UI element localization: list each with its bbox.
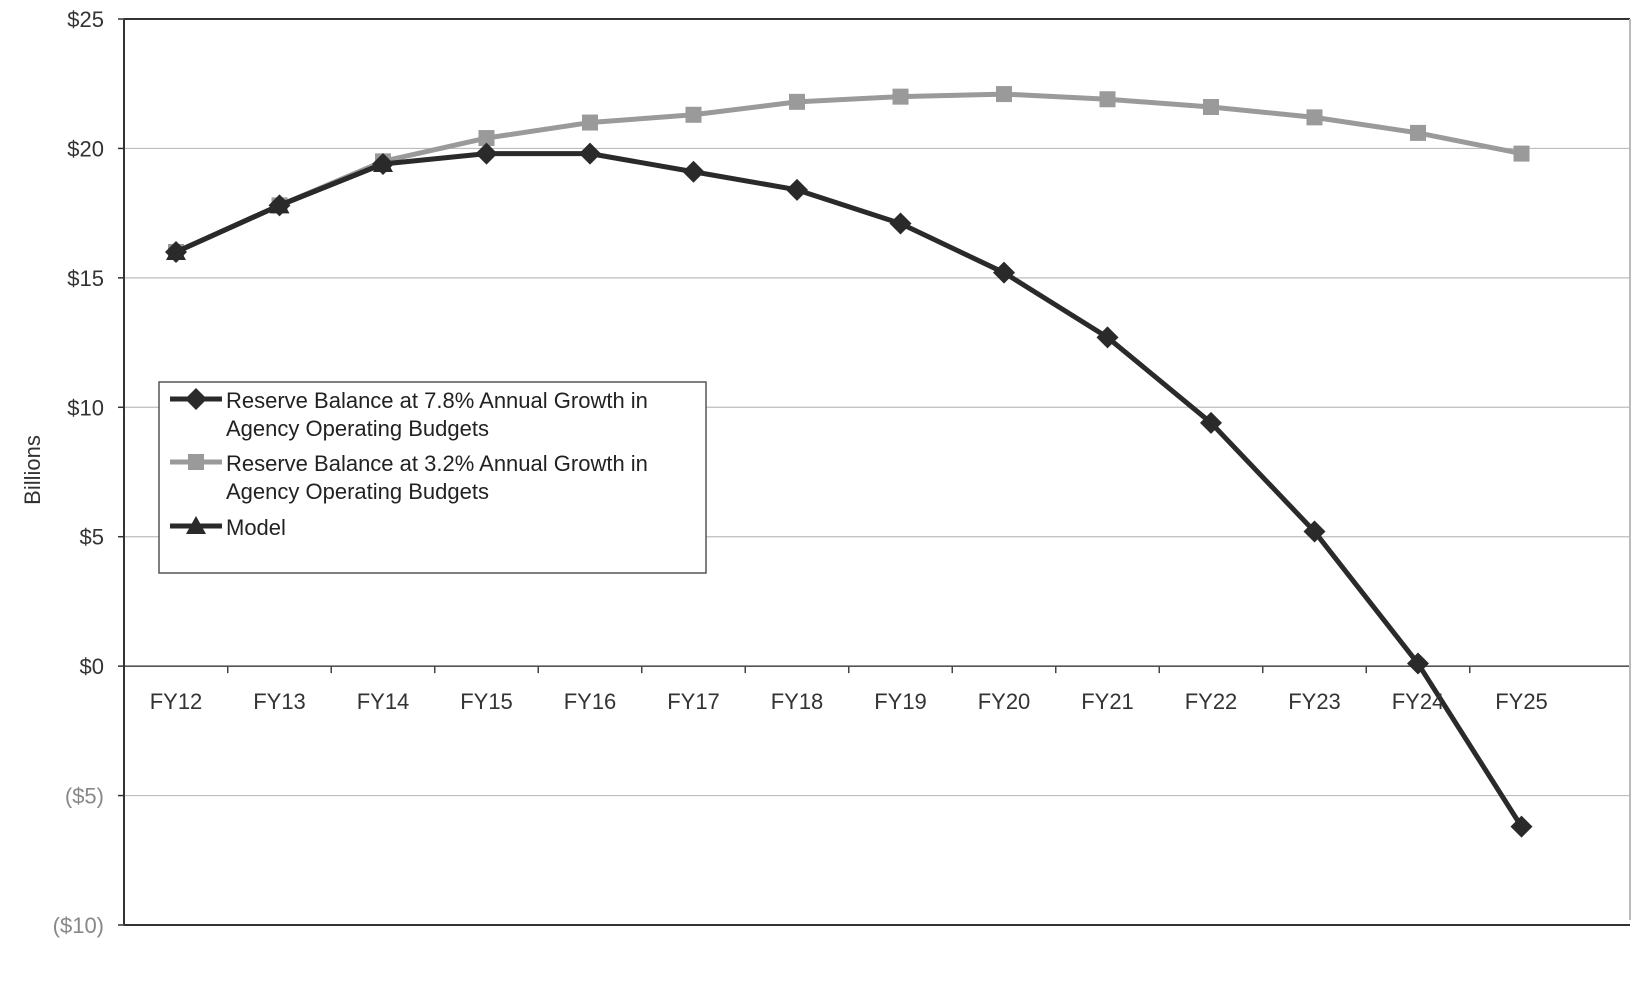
x-tick-label: FY16 [564, 689, 617, 714]
x-tick-label: FY17 [667, 689, 720, 714]
data-point [269, 195, 290, 214]
x-tick-label: FY18 [771, 689, 824, 714]
y-tick-label: $10 [67, 395, 104, 420]
data-point [1510, 815, 1533, 838]
x-tick-label: FY20 [978, 689, 1031, 714]
y-axis-title: Billions [20, 435, 45, 505]
series-3 [166, 153, 393, 260]
data-point [475, 142, 498, 165]
y-tick-label: $5 [80, 525, 104, 550]
x-tick-label: FY19 [874, 689, 927, 714]
y-tick-label: ($5) [65, 784, 104, 809]
legend: Reserve Balance at 7.8% Annual Growth in… [158, 381, 707, 574]
x-tick-label: FY21 [1081, 689, 1134, 714]
data-point [1410, 124, 1426, 141]
data-point [1099, 91, 1116, 108]
axes [118, 18, 1631, 926]
data-point [579, 142, 601, 165]
y-tick-label: ($10) [53, 913, 104, 938]
data-point [996, 86, 1012, 103]
legend-label: Reserve Balance at 7.8% Annual Growth in [226, 388, 648, 413]
data-point [892, 88, 909, 105]
data-point [1203, 99, 1219, 116]
x-tick-label: FY22 [1185, 689, 1238, 714]
data-point [582, 114, 598, 131]
legend-label: Agency Operating Budgets [226, 479, 489, 504]
data-point [682, 160, 705, 183]
data-point [1407, 652, 1429, 675]
data-point [1200, 411, 1222, 434]
legend-box [158, 381, 707, 574]
legend-label: Agency Operating Budgets [226, 416, 489, 441]
legend-item: Model [170, 515, 286, 540]
data-point [685, 106, 702, 123]
data-point [786, 178, 808, 201]
legend-label: Model [226, 515, 286, 540]
data-point [1306, 109, 1323, 126]
data-point [1513, 145, 1530, 162]
data-point [478, 130, 495, 147]
x-tick-label: FY12 [150, 689, 203, 714]
y-tick-label: $15 [67, 266, 104, 291]
y-tick-label: $20 [67, 136, 104, 161]
tick-labels: $25 $20 $15 $10 $5 $0 ($5) ($10) FY12 FY13 FY14 FY1… [53, 7, 1548, 938]
series-group [165, 86, 1533, 838]
x-tick-label: FY14 [357, 689, 410, 714]
data-point [889, 212, 912, 235]
data-point [789, 93, 805, 110]
data-point [166, 241, 186, 260]
x-tick-label: FY25 [1495, 689, 1548, 714]
legend-item: Reserve Balance at 3.2% Annual Growth in… [170, 451, 648, 504]
legend-label: Reserve Balance at 3.2% Annual Growth in [226, 451, 648, 476]
series-line [174, 91, 1522, 255]
series-line [174, 151, 1524, 828]
data-point [993, 261, 1015, 284]
y-tick-label: $0 [80, 654, 104, 679]
data-point [1096, 326, 1119, 349]
data-point [1303, 520, 1326, 543]
y-tick-label: $25 [67, 7, 104, 32]
series-2 [168, 86, 1530, 260]
x-tick-label: FY24 [1392, 689, 1445, 714]
legend-swatch-marker [185, 388, 207, 410]
legend-swatch-marker [186, 516, 206, 534]
data-point [373, 153, 393, 172]
x-tick-label: FY15 [460, 689, 513, 714]
x-tick-label: FY23 [1288, 689, 1341, 714]
legend-swatch-marker [188, 454, 204, 470]
x-tick-label: FY13 [253, 689, 306, 714]
legend-item: Reserve Balance at 7.8% Annual Growth in… [170, 388, 648, 441]
